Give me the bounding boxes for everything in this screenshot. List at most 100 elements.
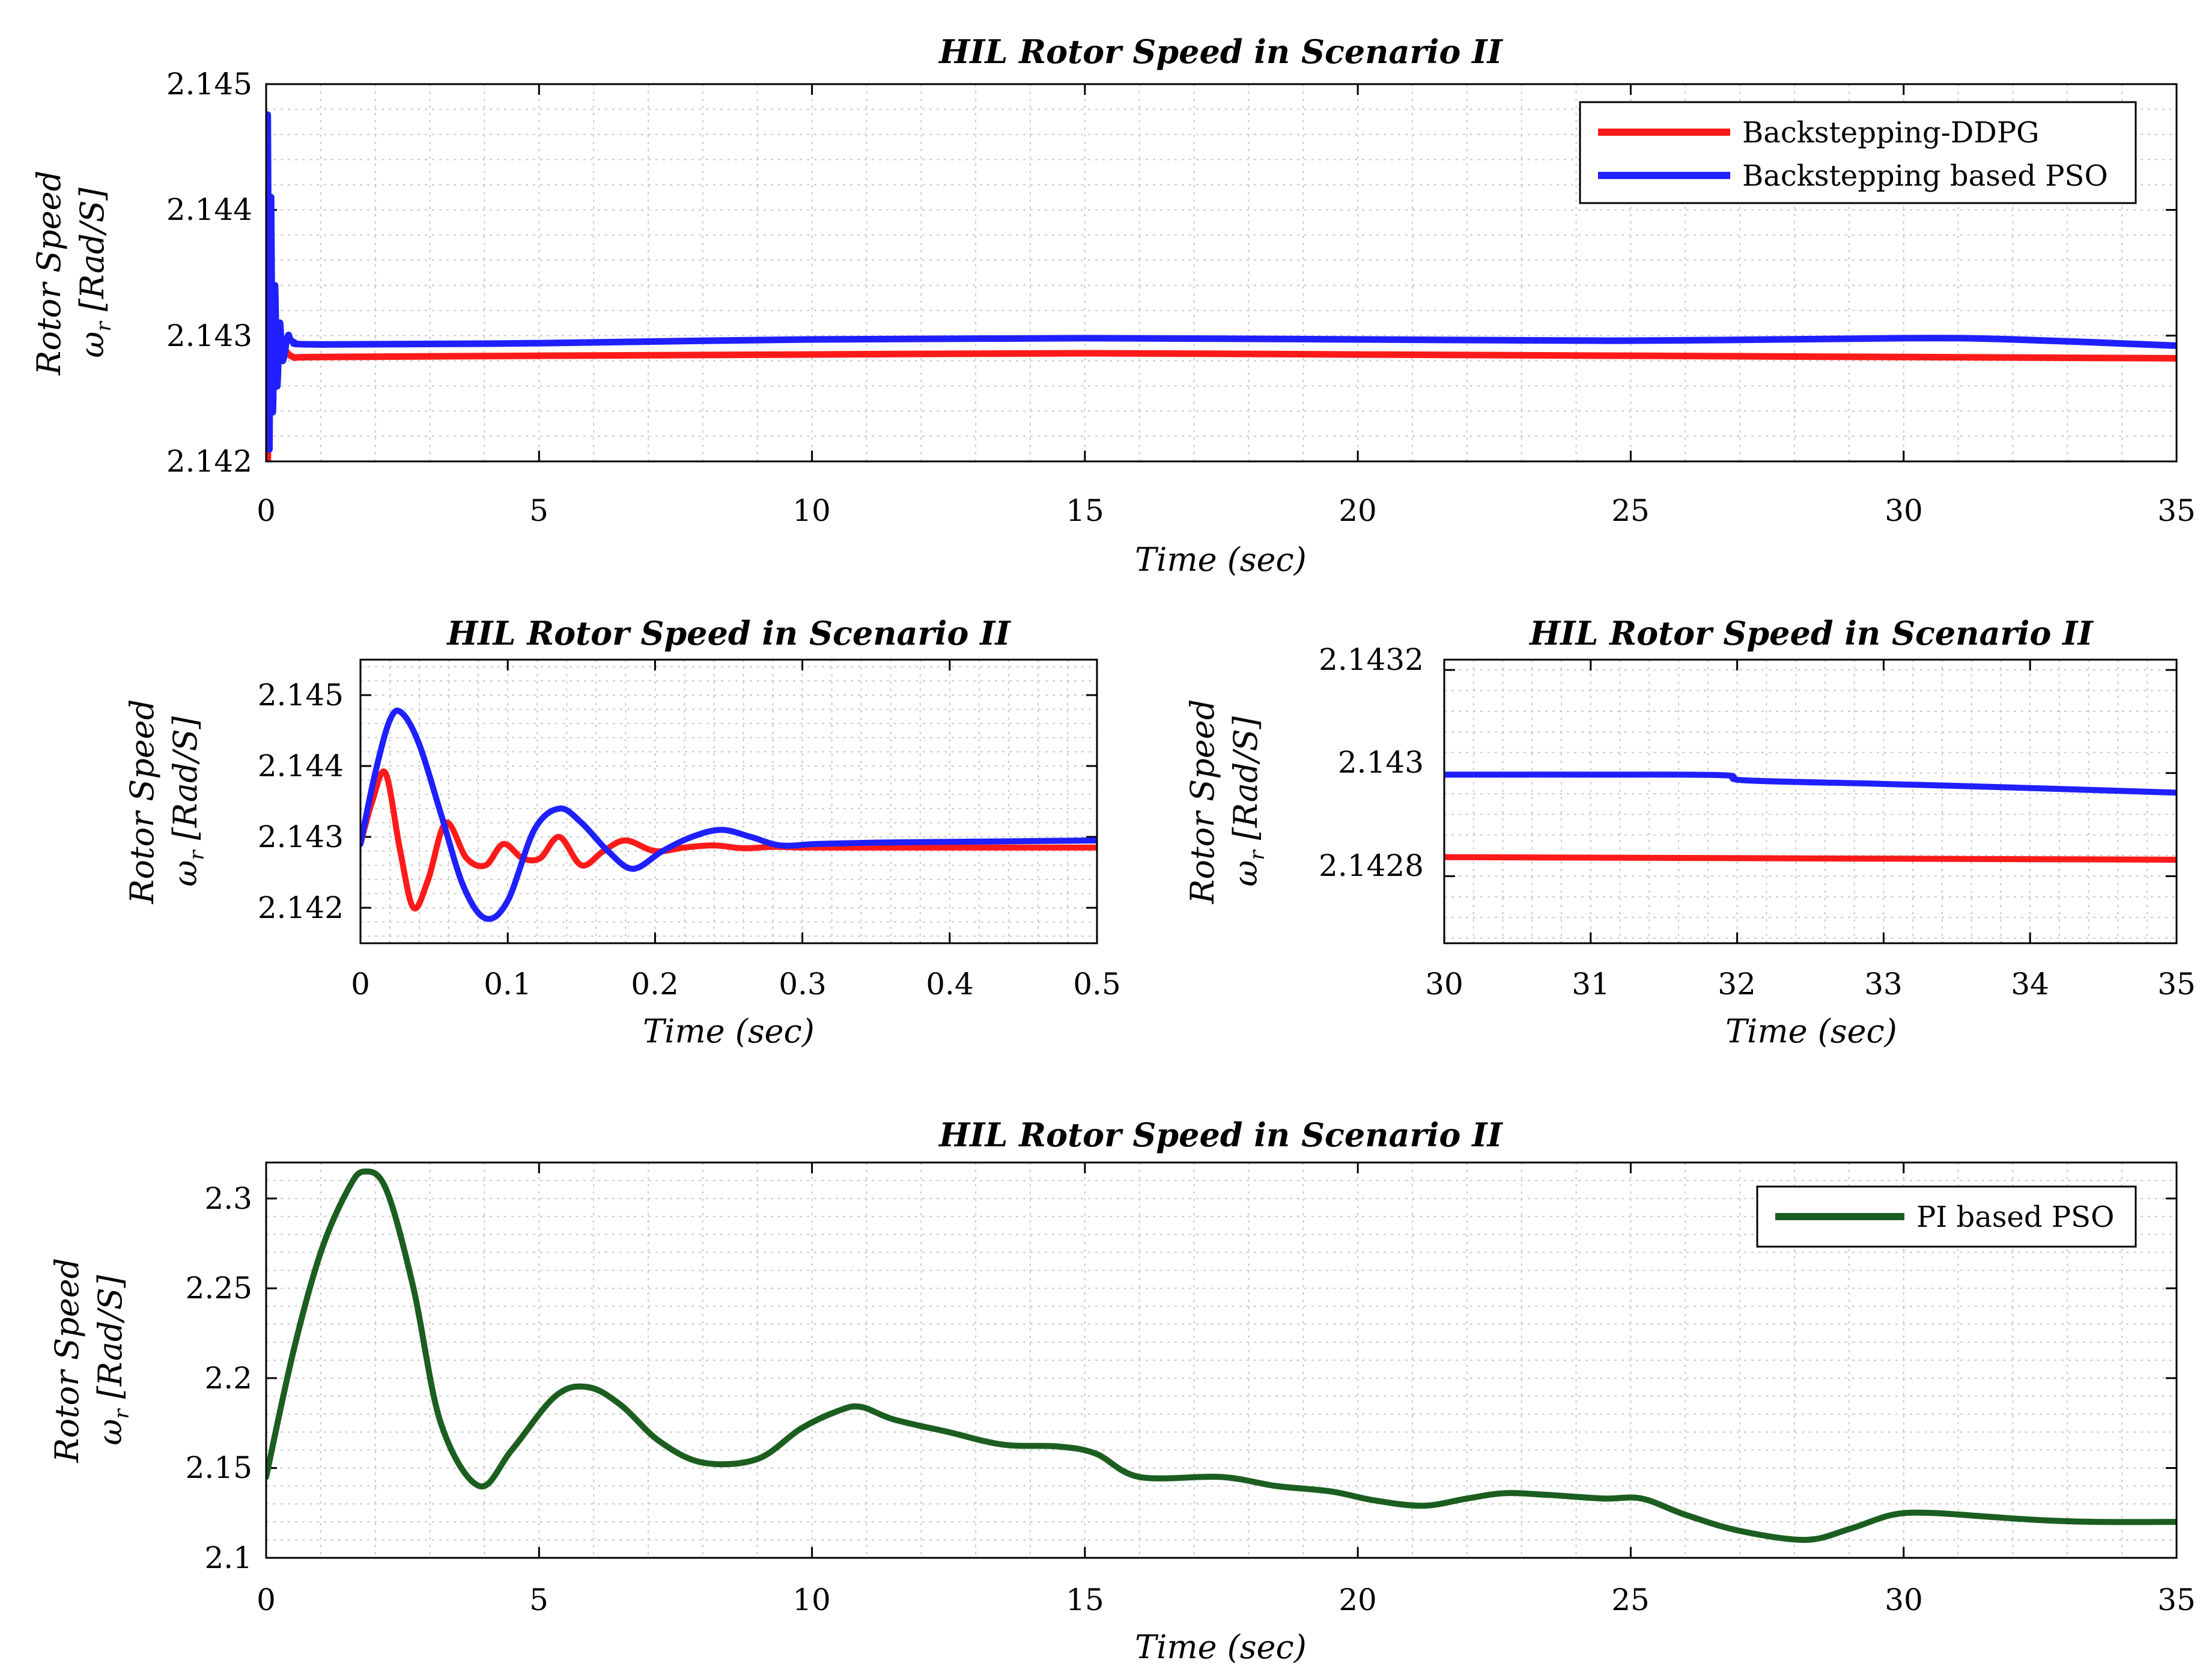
legend-box [1579, 101, 2137, 204]
chart-bottom-frame [265, 1161, 2178, 1559]
x-tick-label: 0.3 [779, 967, 827, 1002]
x-tick-label: 5 [529, 1582, 548, 1617]
omega-subscript: r [110, 1408, 134, 1419]
x-tick-label: 31 [1572, 967, 1610, 1002]
legend-label-ddpg: Backstepping-DDPG [1742, 116, 2039, 150]
legend-label-pso: Backstepping based PSO [1742, 159, 2108, 193]
chart-zoom-end-frame [1443, 658, 2178, 944]
y-tick-label: 2.145 [258, 678, 344, 713]
x-tick-label: 30 [1425, 967, 1463, 1002]
chart-zoom-start-xlabel: Time (sec) [643, 1012, 815, 1050]
omega-symbol: ω [73, 332, 111, 358]
chart-top-ylabel: Rotor Speed [30, 171, 68, 375]
x-tick-label: 35 [2157, 1582, 2196, 1617]
y-tick-label: 2.1 [204, 1540, 252, 1575]
x-tick-label: 5 [529, 493, 548, 528]
x-tick-label: 10 [792, 493, 831, 528]
y-tick-label: 2.144 [166, 192, 252, 227]
chart-top-frame [265, 83, 2178, 463]
x-tick-label: 0 [257, 1582, 276, 1617]
y-tick-label: 2.142 [166, 444, 252, 479]
y-tick-label: 2.15 [186, 1450, 252, 1485]
chart-top-ylabel-symbol: ωr [Rad/S] [73, 187, 116, 357]
chart-zoom-start-frame [359, 658, 1098, 944]
ylabel-unit: [Rad/S] [91, 1274, 129, 1409]
x-tick-label: 32 [1718, 967, 1756, 1002]
chart-zoom-start-grid [360, 660, 1098, 943]
x-tick-label: 0.2 [631, 967, 679, 1002]
y-tick-label: 2.3 [204, 1181, 252, 1216]
chart-zoom-end-ylabel-symbol: ωr [Rad/S] [1227, 716, 1269, 886]
x-tick-label: 0 [257, 493, 276, 528]
chart-top-xlabel: Time (sec) [1135, 541, 1307, 579]
chart-top: HIL Rotor Speed in Scenario II 0 5 10 15… [30, 32, 2196, 579]
series-line-backstepping-based-pso [1444, 771, 2177, 796]
series-line-backstepping-ddpg [266, 293, 2177, 461]
x-tick-label: 0.5 [1073, 967, 1121, 1002]
series-line-backstepping-based-pso [360, 707, 1097, 922]
chart-top-title: HIL Rotor Speed in Scenario II [938, 32, 1503, 71]
chart-top-plot [265, 83, 2178, 463]
series-line-backstepping-based-pso [266, 111, 2177, 452]
series-line-backstepping-ddpg [1444, 854, 2177, 863]
x-tick-label: 15 [1066, 493, 1104, 528]
chart-bottom-title: HIL Rotor Speed in Scenario II [938, 1116, 1503, 1154]
x-tick-label: 35 [2157, 967, 2196, 1002]
chart-bottom-legend: PI based PSO [1756, 1185, 2137, 1248]
y-tick-label: 2.143 [1338, 745, 1424, 780]
chart-zoom-end-plot [1443, 660, 2178, 943]
x-tick-label: 25 [1611, 493, 1650, 528]
legend-label-pi: PI based PSO [1916, 1200, 2114, 1234]
chart-bottom-ylabel-symbol: ωr [Rad/S] [91, 1274, 134, 1445]
chart-top-legend: Backstepping-DDPG Backstepping based PSO [1579, 101, 2137, 204]
chart-zoom-end-grid [1444, 660, 2177, 943]
chart-zoom-end-ylabel: Rotor Speed [1183, 699, 1221, 904]
x-tick-label: 30 [1885, 493, 1923, 528]
x-tick-label: 15 [1066, 1582, 1104, 1617]
y-tick-label: 2.142 [258, 890, 344, 925]
x-tick-label: 10 [792, 1582, 831, 1617]
x-tick-label: 0.4 [926, 967, 974, 1002]
chart-zoom-end-xlabel: Time (sec) [1725, 1012, 1897, 1050]
y-tick-label: 2.2 [204, 1361, 252, 1396]
chart-top-grid [266, 84, 2177, 462]
x-tick-label: 0.1 [484, 967, 532, 1002]
chart-zoom-start-ylabel-symbol: ωr [Rad/S] [166, 716, 209, 886]
ylabel-unit: [Rad/S] [1227, 716, 1265, 850]
x-tick-label: 20 [1338, 1582, 1377, 1617]
chart-zoom-start-ylabel: Rotor Speed [123, 699, 161, 904]
ylabel-unit: [Rad/S] [73, 187, 111, 321]
y-tick-label: 2.143 [258, 819, 344, 854]
chart-zoom-end-title: HIL Rotor Speed in Scenario II [1528, 614, 2094, 652]
y-tick-label: 2.25 [186, 1271, 252, 1306]
x-tick-label: 25 [1611, 1582, 1650, 1617]
x-tick-label: 34 [2011, 967, 2049, 1002]
omega-symbol: ω [166, 860, 204, 887]
series-line-backstepping-ddpg [360, 768, 1097, 912]
omega-symbol: ω [1227, 860, 1265, 887]
chart-zoom-start-title: HIL Rotor Speed in Scenario II [446, 614, 1011, 652]
y-tick-label: 2.1428 [1319, 848, 1424, 883]
chart-bottom-grid [266, 1162, 2177, 1558]
chart-zoom-end: HIL Rotor Speed in Scenario II 30 31 32 … [1183, 614, 2196, 1050]
omega-symbol: ω [91, 1419, 129, 1445]
y-tick-label: 2.1432 [1319, 642, 1424, 677]
chart-bottom-ylabel: Rotor Speed [48, 1258, 86, 1463]
chart-zoom-start: HIL Rotor Speed in Scenario II 0 0.1 0.2… [123, 614, 1121, 1050]
y-tick-label: 2.143 [166, 318, 252, 353]
x-tick-label: 35 [2157, 493, 2196, 528]
y-tick-label: 2.144 [258, 749, 344, 783]
x-tick-label: 0 [351, 967, 370, 1002]
chart-bottom-xlabel: Time (sec) [1135, 1628, 1307, 1666]
x-tick-label: 33 [1864, 967, 1903, 1002]
omega-subscript: r [92, 321, 116, 332]
y-tick-label: 2.145 [166, 67, 252, 102]
ylabel-unit: [Rad/S] [166, 716, 204, 850]
omega-subscript: r [1245, 850, 1269, 860]
x-tick-label: 30 [1885, 1582, 1923, 1617]
series-line-pi-based-pso [266, 1168, 2177, 1543]
omega-subscript: r [185, 850, 209, 860]
chart-zoom-start-plot [359, 660, 1098, 943]
chart-bottom: HIL Rotor Speed in Scenario II 0 5 10 15… [48, 1116, 2196, 1666]
